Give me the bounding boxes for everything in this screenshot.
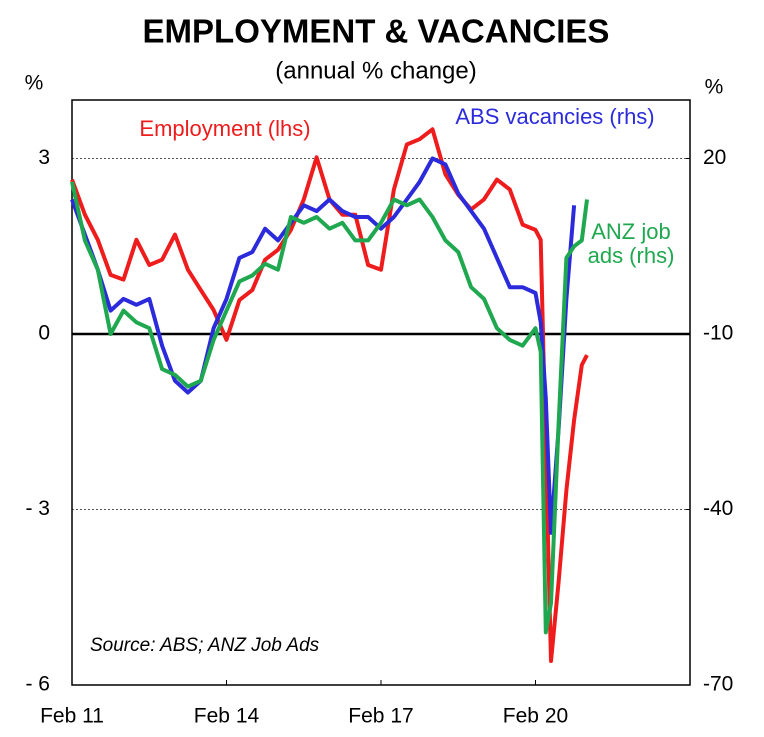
y-tick-label: - 3 xyxy=(25,497,50,520)
series-line xyxy=(70,156,577,535)
y2-tick-label: -40 xyxy=(703,497,733,520)
x-tick-label: Feb 17 xyxy=(348,705,413,728)
y2-axis-label: % xyxy=(705,76,724,99)
x-tick-label: Feb 20 xyxy=(503,705,568,728)
y-axis-label: % xyxy=(25,72,44,95)
y2-tick-label: 20 xyxy=(703,146,726,169)
y-tick-label: - 6 xyxy=(25,673,50,696)
y-tick-label: 0 xyxy=(38,322,50,345)
x-tick-label: Feb 11 xyxy=(40,705,104,728)
y-tick-label: 3 xyxy=(38,146,50,169)
series-line xyxy=(70,127,589,663)
series-label: ANZ job ads (rhs) xyxy=(587,219,675,268)
source-note: Source: ABS; ANZ Job Ads xyxy=(90,635,320,656)
chart-title: EMPLOYMENT & VACANCIES xyxy=(143,13,610,50)
y2-tick-label: -70 xyxy=(703,673,733,696)
x-tick-label: Feb 14 xyxy=(194,705,260,728)
series-label: Employment (lhs) xyxy=(139,116,311,141)
y2-tick-label: -10 xyxy=(703,322,733,345)
chart-subtitle: (annual % change) xyxy=(275,57,476,84)
series-line xyxy=(70,181,589,635)
series-label: ABS vacancies (rhs) xyxy=(455,104,655,129)
plot-frame xyxy=(71,99,691,686)
